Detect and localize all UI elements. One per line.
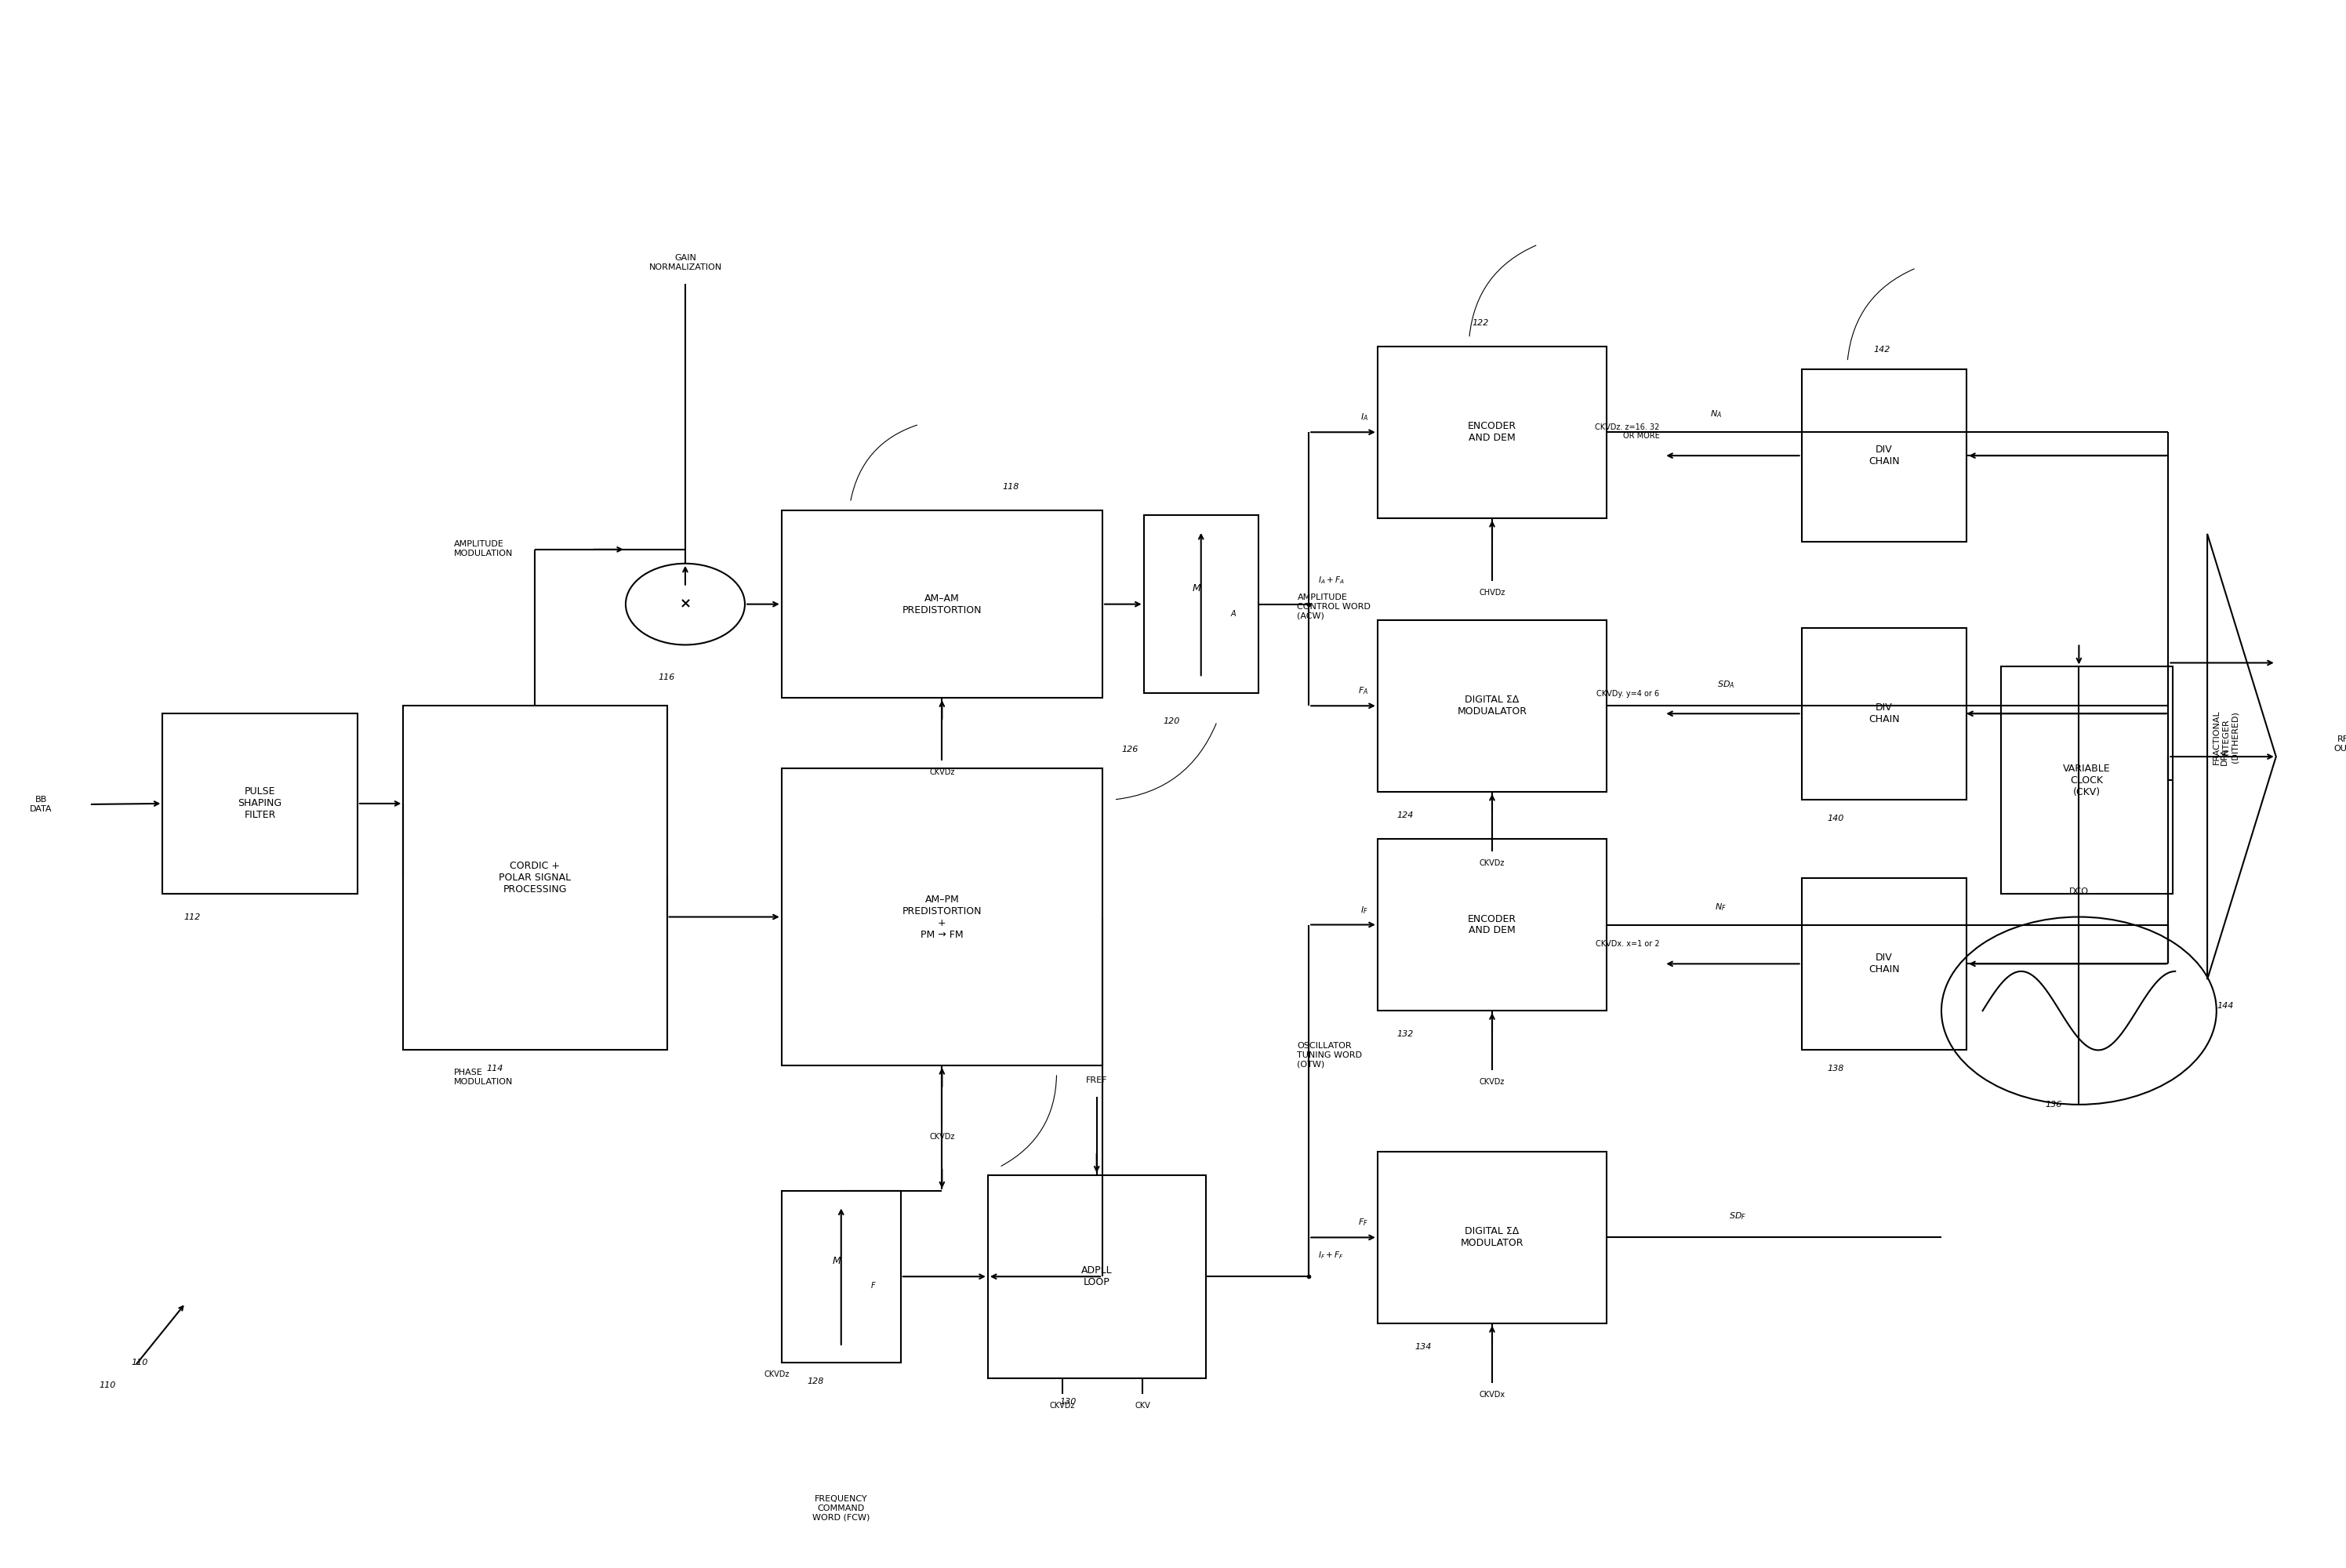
Bar — [404, 706, 666, 1051]
Text: CKVDz: CKVDz — [1480, 859, 1504, 867]
Text: 134: 134 — [1415, 1342, 1431, 1350]
Text: $I_A + F_A$: $I_A + F_A$ — [1318, 574, 1344, 585]
Text: M: M — [833, 1256, 840, 1265]
Bar — [1377, 347, 1607, 517]
Bar — [1802, 627, 1966, 800]
Text: 124: 124 — [1396, 811, 1412, 818]
Bar — [2001, 666, 2172, 894]
Text: 132: 132 — [1396, 1030, 1412, 1038]
Bar — [988, 1174, 1206, 1378]
Text: 110: 110 — [99, 1381, 115, 1389]
Text: DIV
CHAIN: DIV CHAIN — [1867, 953, 1900, 975]
Text: DPA: DPA — [2222, 748, 2229, 765]
Bar — [162, 713, 357, 894]
Text: $N_F$: $N_F$ — [1715, 902, 1727, 913]
Text: 130: 130 — [1060, 1397, 1077, 1405]
Bar — [781, 510, 1103, 698]
Text: AMPLITUDE
MODULATION: AMPLITUDE MODULATION — [453, 541, 514, 557]
Text: CKVDz. z=16. 32
OR MORE: CKVDz. z=16. 32 OR MORE — [1595, 423, 1659, 441]
Text: 142: 142 — [1874, 345, 1891, 353]
Text: CKV: CKV — [1135, 1402, 1150, 1410]
Text: FREQUENCY
COMMAND
WORD (FCW): FREQUENCY COMMAND WORD (FCW) — [812, 1496, 870, 1521]
Text: DCO: DCO — [2069, 887, 2088, 895]
Text: 110: 110 — [131, 1358, 148, 1366]
Text: 138: 138 — [1828, 1065, 1844, 1073]
Text: 128: 128 — [807, 1377, 823, 1385]
Text: AM–AM
PREDISTORTION: AM–AM PREDISTORTION — [903, 593, 981, 615]
Text: 126: 126 — [1121, 746, 1138, 754]
Text: ENCODER
AND DEM: ENCODER AND DEM — [1469, 914, 1516, 936]
Text: PULSE
SHAPING
FILTER: PULSE SHAPING FILTER — [237, 787, 282, 820]
Text: RF
OUT: RF OUT — [2334, 735, 2346, 753]
Text: CKVDz: CKVDz — [1049, 1402, 1074, 1410]
Text: FRACTIONAL
INTEGER
(DITHERED): FRACTIONAL INTEGER (DITHERED) — [2212, 710, 2238, 765]
Bar — [1145, 514, 1257, 693]
Bar — [1802, 878, 1966, 1051]
Text: AMPLITUDE
CONTROL WORD
(ACW): AMPLITUDE CONTROL WORD (ACW) — [1297, 594, 1370, 619]
Text: DIV
CHAIN: DIV CHAIN — [1867, 445, 1900, 467]
Text: CKVDz: CKVDz — [765, 1370, 791, 1378]
Text: ENCODER
AND DEM: ENCODER AND DEM — [1469, 422, 1516, 444]
Bar — [1377, 619, 1607, 792]
Text: M: M — [1192, 583, 1201, 594]
Text: $I_F + F_F$: $I_F + F_F$ — [1318, 1250, 1344, 1261]
Text: DIGITAL ΣΔ
MODUALATOR: DIGITAL ΣΔ MODUALATOR — [1457, 695, 1527, 717]
Text: $I_F$: $I_F$ — [1361, 905, 1368, 916]
Bar — [1377, 1151, 1607, 1323]
Text: 120: 120 — [1164, 718, 1180, 726]
Text: CKVDy. y=4 or 6: CKVDy. y=4 or 6 — [1598, 690, 1659, 698]
Text: $N_A$: $N_A$ — [1710, 409, 1722, 420]
Text: 114: 114 — [486, 1065, 504, 1073]
Text: CORDIC +
POLAR SIGNAL
PROCESSING: CORDIC + POLAR SIGNAL PROCESSING — [500, 861, 570, 895]
Text: CKVDx: CKVDx — [1478, 1391, 1506, 1399]
Text: PHASE
MODULATION: PHASE MODULATION — [453, 1068, 514, 1085]
Text: $I_A$: $I_A$ — [1361, 412, 1368, 423]
Bar — [781, 1190, 901, 1363]
Text: 118: 118 — [1002, 483, 1018, 491]
Text: GAIN
NORMALIZATION: GAIN NORMALIZATION — [650, 254, 723, 271]
Bar — [1377, 839, 1607, 1011]
Text: A: A — [1232, 610, 1236, 618]
Text: $F_F$: $F_F$ — [1358, 1217, 1368, 1228]
Text: $SD_F$: $SD_F$ — [1729, 1210, 1745, 1221]
Text: FREF: FREF — [1086, 1076, 1107, 1083]
Text: $SD_A$: $SD_A$ — [1717, 679, 1734, 690]
Text: 144: 144 — [2217, 1002, 2233, 1010]
Text: F: F — [870, 1283, 875, 1290]
Text: CKVDz: CKVDz — [929, 1132, 955, 1140]
Text: AM–PM
PREDISTORTION
+
PM → FM: AM–PM PREDISTORTION + PM → FM — [903, 894, 981, 939]
Text: 112: 112 — [183, 913, 202, 920]
Text: 140: 140 — [1828, 814, 1844, 822]
Text: BB
DATA: BB DATA — [30, 797, 52, 812]
Text: ADPLL
LOOP: ADPLL LOOP — [1082, 1265, 1112, 1287]
Text: CKVDz: CKVDz — [1480, 1077, 1504, 1085]
Text: $F_A$: $F_A$ — [1358, 685, 1368, 696]
Bar — [1802, 370, 1966, 541]
Text: VARIABLE
CLOCK
(CKV): VARIABLE CLOCK (CKV) — [2062, 764, 2111, 797]
Text: CKVDz: CKVDz — [929, 768, 955, 776]
Text: DIV
CHAIN: DIV CHAIN — [1867, 702, 1900, 724]
Text: CHVDz: CHVDz — [1478, 588, 1506, 596]
Text: 136: 136 — [2046, 1101, 2062, 1109]
Text: OSCILLATOR
TUNING WORD
(OTW): OSCILLATOR TUNING WORD (OTW) — [1297, 1043, 1363, 1068]
Text: 122: 122 — [1473, 318, 1490, 326]
Text: CKVDx. x=1 or 2: CKVDx. x=1 or 2 — [1595, 941, 1659, 949]
Text: DIGITAL ΣΔ
MODULATOR: DIGITAL ΣΔ MODULATOR — [1462, 1226, 1523, 1248]
Text: 116: 116 — [659, 674, 676, 682]
Bar — [781, 768, 1103, 1066]
Text: ×: × — [680, 597, 692, 612]
